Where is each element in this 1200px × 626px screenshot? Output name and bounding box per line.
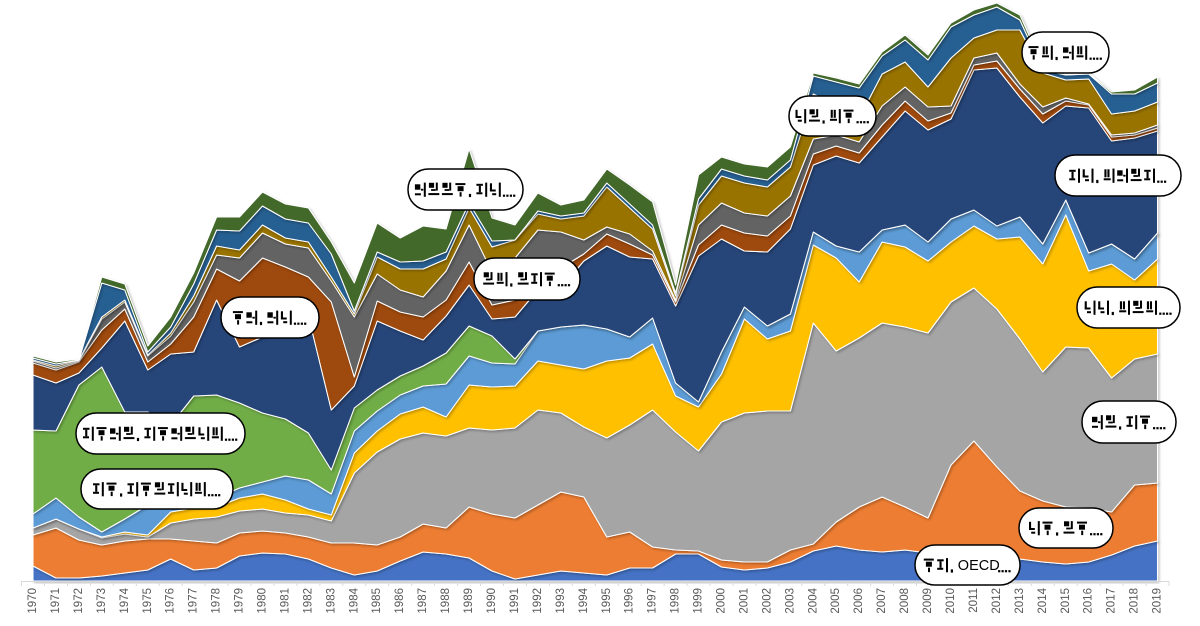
svg-text:2016: 2016 bbox=[1083, 588, 1095, 614]
svg-text:1975: 1975 bbox=[142, 588, 154, 614]
svg-text:1981: 1981 bbox=[279, 588, 291, 614]
svg-text:1999: 1999 bbox=[693, 588, 705, 614]
svg-text:2017: 2017 bbox=[1106, 588, 1118, 614]
svg-text:2011: 2011 bbox=[968, 588, 980, 613]
svg-text:2004: 2004 bbox=[807, 587, 819, 613]
svg-text:2018: 2018 bbox=[1129, 588, 1141, 614]
svg-text:2000: 2000 bbox=[716, 588, 728, 614]
svg-text:1976: 1976 bbox=[165, 588, 177, 614]
svg-text:1989: 1989 bbox=[463, 588, 475, 614]
svg-text:1991: 1991 bbox=[509, 588, 521, 614]
svg-text:1992: 1992 bbox=[532, 588, 544, 614]
svg-text:1974: 1974 bbox=[119, 587, 131, 613]
svg-text:2012: 2012 bbox=[991, 588, 1003, 614]
svg-text:OECD: OECD bbox=[958, 558, 1000, 574]
svg-text:2015: 2015 bbox=[1060, 588, 1072, 614]
svg-text:2002: 2002 bbox=[761, 588, 773, 614]
svg-text:1984: 1984 bbox=[348, 587, 360, 613]
svg-text:1985: 1985 bbox=[371, 588, 383, 614]
svg-text:2001: 2001 bbox=[738, 588, 750, 614]
svg-text:2009: 2009 bbox=[922, 588, 934, 614]
svg-text:1993: 1993 bbox=[555, 588, 567, 614]
svg-text:1995: 1995 bbox=[601, 588, 613, 614]
svg-text:2013: 2013 bbox=[1014, 588, 1026, 614]
svg-text:1996: 1996 bbox=[624, 588, 636, 614]
svg-text:1994: 1994 bbox=[578, 587, 590, 613]
svg-text:1971: 1971 bbox=[50, 588, 62, 614]
svg-text:2007: 2007 bbox=[876, 588, 888, 614]
svg-text:1988: 1988 bbox=[440, 588, 452, 614]
svg-text:1998: 1998 bbox=[670, 588, 682, 614]
svg-text:2003: 2003 bbox=[784, 588, 796, 614]
svg-text:2010: 2010 bbox=[945, 588, 957, 614]
svg-text:1973: 1973 bbox=[96, 588, 108, 614]
svg-text:2014: 2014 bbox=[1037, 587, 1049, 613]
svg-text:1980: 1980 bbox=[257, 588, 269, 614]
svg-text:1979: 1979 bbox=[234, 588, 246, 614]
svg-text:1972: 1972 bbox=[73, 588, 85, 614]
svg-text:2019: 2019 bbox=[1152, 588, 1164, 614]
svg-text:1983: 1983 bbox=[325, 588, 337, 614]
svg-text:2008: 2008 bbox=[899, 588, 911, 614]
svg-text:1977: 1977 bbox=[188, 588, 200, 614]
svg-text:1990: 1990 bbox=[486, 588, 498, 614]
svg-text:2006: 2006 bbox=[853, 588, 865, 614]
svg-text:1997: 1997 bbox=[647, 588, 659, 614]
svg-text:1970: 1970 bbox=[27, 588, 39, 614]
svg-text:1987: 1987 bbox=[417, 588, 429, 614]
svg-text:1982: 1982 bbox=[302, 588, 314, 614]
svg-text:1986: 1986 bbox=[394, 588, 406, 614]
svg-text:2005: 2005 bbox=[830, 588, 842, 614]
svg-text:1978: 1978 bbox=[211, 588, 223, 614]
